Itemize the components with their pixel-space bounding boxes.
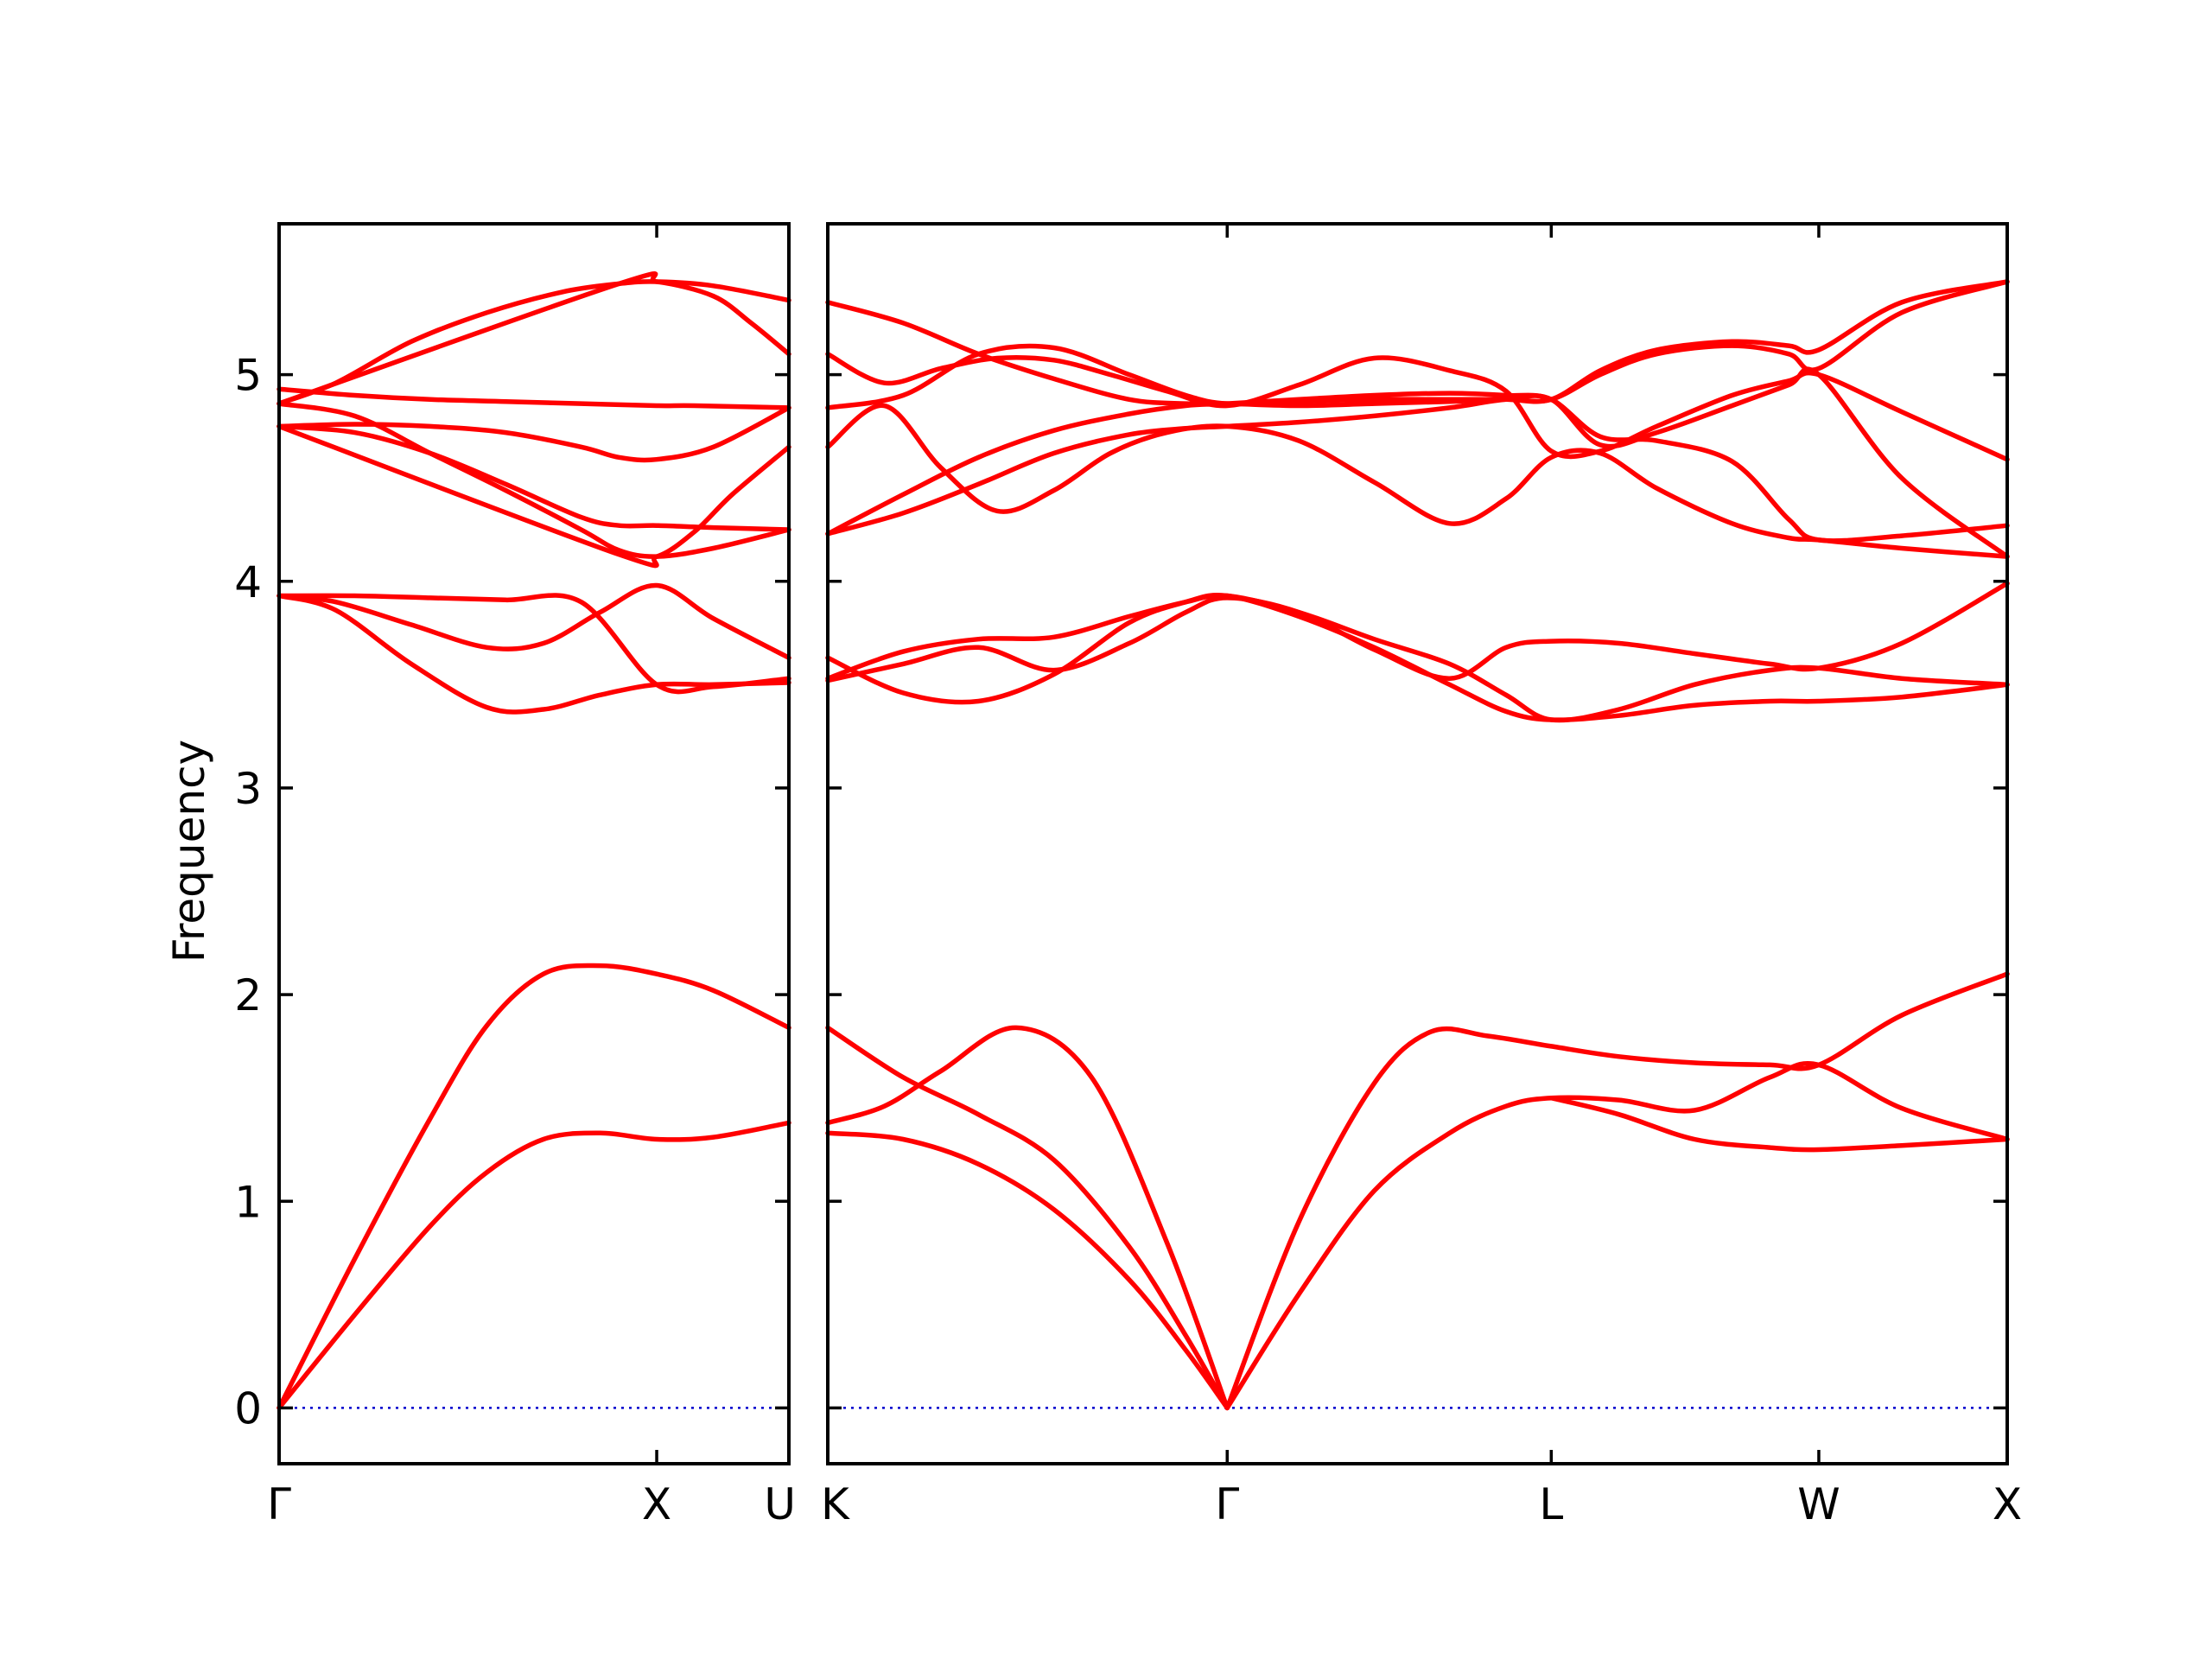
panel-frame [277,222,791,1465]
band-line-13 [825,351,2010,462]
y-axis-label: Frequency [164,740,214,963]
band-line-8 [825,592,2010,722]
x-tick-label: X [642,1479,671,1529]
panel-gamma-x-u: 0 1 2 3 4 5 Γ X U [234,222,796,1529]
x-tick-label: X [1993,1479,2022,1529]
band-line-6 [276,593,791,695]
x-tick-label: L [1539,1479,1563,1529]
band-line-4 [1224,971,2010,1411]
band-line-4 [276,593,791,715]
y-tick-label: 3 [234,764,262,814]
band-line-11 [276,423,791,569]
plot-panels: 0 1 2 3 4 5 Γ X U K Γ L W X [234,222,2022,1529]
x-tick-label: K [821,1479,850,1529]
panel-frame [826,222,2009,1465]
band-line-2 [276,1120,791,1411]
y-tick-label: 0 [234,1383,262,1433]
band-line-5 [276,386,791,410]
y-tick-label: 1 [234,1177,262,1227]
y-tick-label: 2 [234,970,262,1020]
band-line-10 [825,403,2010,559]
band-line-10 [276,401,791,559]
x-tick-label: Γ [267,1479,291,1529]
band-line-9 [825,593,2010,723]
x-tick-label: W [1797,1479,1840,1529]
x-tick-label: Γ [1215,1479,1239,1529]
band-line-3 [825,1130,1230,1411]
band-line-3 [276,582,791,661]
band-line-7 [276,279,791,406]
x-tick-label: U [764,1479,796,1529]
band-line-1 [276,963,791,1411]
band-line-6 [1548,1095,2010,1153]
band-line-12 [276,270,791,406]
band-line-5 [1224,1061,2010,1411]
band-line-15 [825,279,2010,410]
band-line-1 [825,1025,1230,1411]
y-tick-label: 5 [234,351,262,401]
band-line-2 [825,1025,1230,1411]
band-line-12 [825,391,2010,543]
y-tick-label: 4 [234,557,262,607]
